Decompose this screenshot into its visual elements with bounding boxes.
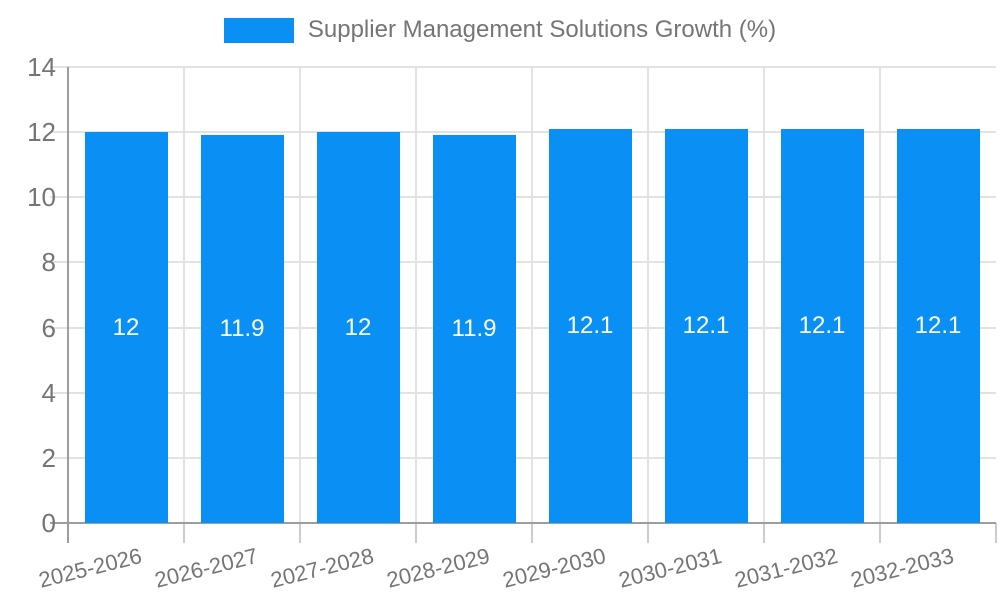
x-gridline — [879, 67, 881, 523]
y-gridline — [50, 196, 996, 199]
y-axis-tick-label: 4 — [41, 377, 56, 408]
x-gridline — [531, 67, 533, 523]
bar: 12 — [84, 132, 168, 523]
y-axis-tick-label: 0 — [41, 508, 56, 538]
y-gridline — [50, 261, 996, 264]
x-gridline — [415, 67, 417, 523]
x-axis-category-label: 2026-2027 — [151, 543, 261, 593]
bar: 12.1 — [548, 128, 632, 523]
y-gridline — [50, 456, 996, 459]
bar: 12.1 — [664, 128, 748, 523]
y-axis-tick-label: 14 — [27, 52, 56, 82]
x-axis-category-label: 2027-2028 — [267, 543, 377, 593]
x-axis-category-label: 2029-2030 — [499, 543, 609, 593]
bar-value-label: 11.9 — [451, 315, 497, 343]
y-axis-tick-label: 2 — [41, 442, 56, 473]
bar: 11.9 — [200, 135, 284, 523]
x-tick — [531, 523, 533, 543]
bar: 11.9 — [432, 135, 516, 523]
y-gridline — [50, 326, 996, 329]
x-tick — [879, 523, 881, 543]
bar-value-label: 12.1 — [682, 311, 730, 339]
bar: 12.1 — [896, 128, 980, 523]
x-tick — [183, 523, 185, 543]
bar-value-label: 12.1 — [798, 311, 846, 339]
bar-value-label: 12.1 — [914, 311, 962, 339]
x-gridline — [647, 67, 649, 523]
x-axis-category-label: 2025-2026 — [35, 543, 145, 593]
y-axis-line — [67, 67, 69, 543]
bar: 12 — [316, 132, 400, 523]
x-tick — [995, 523, 997, 543]
bar-value-label: 12 — [112, 313, 140, 341]
x-axis-category-label: 2030-2031 — [615, 543, 725, 593]
x-tick — [415, 523, 417, 543]
bar-value-label: 12.1 — [566, 311, 614, 339]
x-axis-category-label: 2028-2029 — [383, 543, 493, 593]
x-tick — [299, 523, 301, 543]
legend-label: Supplier Management Solutions Growth (%) — [307, 16, 777, 43]
legend-swatch — [223, 17, 294, 43]
bar-value-label: 11.9 — [219, 315, 265, 343]
x-gridline — [763, 67, 765, 523]
x-gridline — [183, 67, 185, 523]
bar: 12.1 — [780, 128, 864, 523]
x-axis-category-label: 2031-2032 — [731, 543, 841, 593]
y-gridline — [50, 131, 996, 134]
y-axis-tick-label: 8 — [41, 247, 56, 278]
x-tick — [763, 523, 765, 543]
legend: Supplier Management Solutions Growth (%) — [0, 16, 1000, 44]
x-tick — [647, 523, 649, 543]
y-gridline — [50, 66, 996, 68]
x-axis-category-label: 2032-2033 — [847, 543, 957, 593]
y-axis-tick-label: 10 — [27, 182, 56, 213]
x-axis-line — [50, 522, 996, 524]
bar-value-label: 12 — [344, 313, 372, 341]
x-gridline — [299, 67, 301, 523]
y-axis-tick-label: 6 — [41, 312, 56, 343]
y-axis-tick-label: 12 — [27, 117, 56, 148]
y-gridline — [50, 391, 996, 394]
